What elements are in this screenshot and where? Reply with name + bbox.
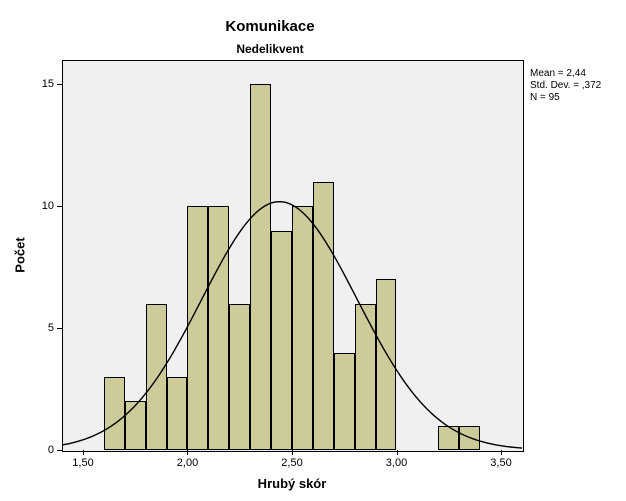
stats-n: N = 95 — [530, 92, 560, 103]
y-tick — [57, 450, 62, 451]
chart-subtitle: Nedelikvent — [0, 42, 540, 56]
y-tick — [57, 328, 62, 329]
x-tick-label: 3,50 — [490, 457, 511, 469]
histogram-bar — [376, 279, 397, 450]
y-tick — [57, 84, 62, 85]
histogram-bar — [438, 426, 459, 450]
histogram-bar — [250, 84, 271, 450]
histogram-bar — [187, 206, 208, 450]
y-tick-label: 10 — [36, 200, 54, 212]
y-tick-label: 15 — [36, 78, 54, 90]
histogram-bar — [334, 353, 355, 451]
histogram-bar — [208, 206, 229, 450]
y-axis-label: Počet — [13, 237, 28, 272]
chart-title: Komunikace — [0, 18, 540, 35]
x-tick-label: 1,50 — [72, 457, 93, 469]
x-tick — [187, 450, 188, 455]
histogram-bar — [125, 401, 146, 450]
histogram-bar — [459, 426, 480, 450]
x-tick — [83, 450, 84, 455]
stats-mean: Mean = 2,44 — [530, 68, 586, 79]
histogram-bar — [146, 304, 167, 450]
x-tick-label: 2,50 — [281, 457, 302, 469]
histogram-bar — [229, 304, 250, 450]
histogram-bar — [355, 304, 376, 450]
x-tick — [501, 450, 502, 455]
x-tick-label: 2,00 — [177, 457, 198, 469]
x-tick-label: 3,00 — [386, 457, 407, 469]
histogram-bar — [167, 377, 188, 450]
x-tick — [397, 450, 398, 455]
histogram-bar — [313, 182, 334, 450]
y-tick-label: 5 — [36, 322, 54, 334]
histogram-bar — [104, 377, 125, 450]
stats-std: Std. Dev. = ,372 — [530, 80, 601, 91]
x-axis-label: Hrubý skór — [258, 476, 327, 491]
y-tick-label: 0 — [36, 444, 54, 456]
histogram-bar — [292, 206, 313, 450]
x-tick — [292, 450, 293, 455]
y-tick — [57, 206, 62, 207]
histogram-chart: { "chart": { "type": "histogram", "title… — [0, 0, 626, 501]
histogram-bar — [271, 231, 292, 450]
